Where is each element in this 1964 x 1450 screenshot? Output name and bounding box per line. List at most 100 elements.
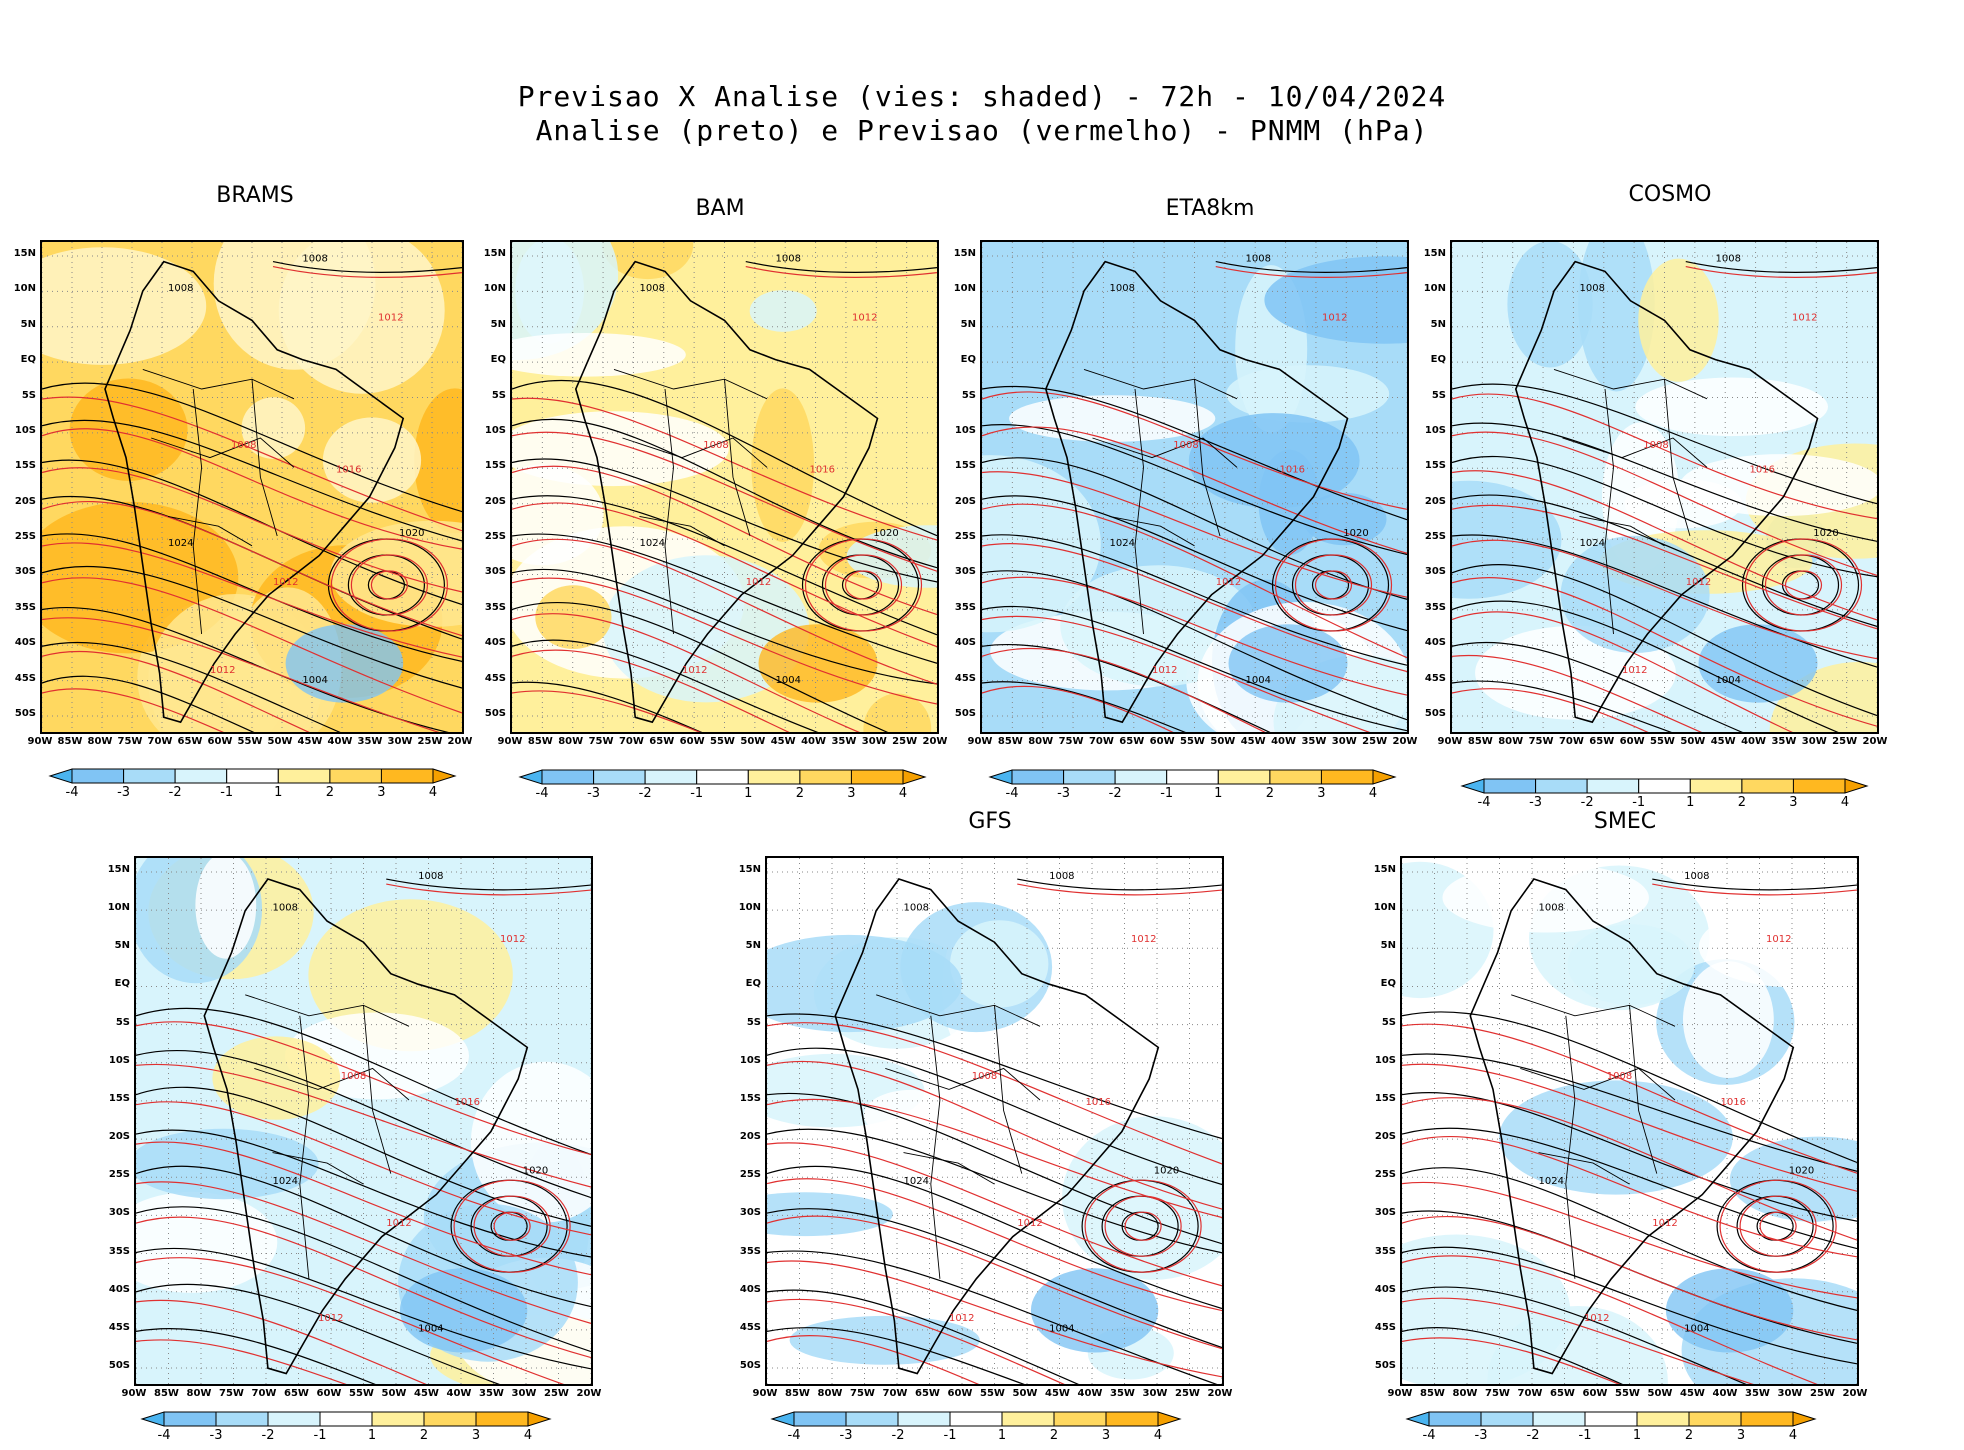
- lat-tick-label: 30S: [739, 1207, 761, 1219]
- lat-tick-label: 40S: [954, 637, 976, 649]
- isobar-value-label: 1008: [302, 254, 327, 265]
- forecast-isobar: [767, 1298, 1065, 1384]
- isobar-value-label: 1008: [1684, 871, 1709, 882]
- lon-tick-label: 85W: [785, 1388, 810, 1399]
- lon-tick-label: 65W: [915, 1388, 940, 1399]
- colorbar-label: 2: [795, 786, 804, 801]
- isobar-value-label: 1008: [1607, 1071, 1632, 1082]
- country-border: [1565, 1015, 1576, 1279]
- lat-tick-label: 15S: [954, 460, 976, 472]
- analysis-isobar: [386, 878, 591, 891]
- bias-shading-blob: [1665, 1268, 1794, 1353]
- colorbar-swatch: [1157, 1411, 1182, 1427]
- bias-shading-blob: [285, 624, 404, 703]
- forecast-isobar: [1294, 554, 1373, 616]
- forecast-isobar: [1764, 554, 1843, 616]
- lat-tick-label: 50S: [954, 708, 976, 719]
- lat-tick-label: 30S: [484, 566, 506, 578]
- colorbar-swatch: [226, 768, 279, 784]
- isobar-value-label: 1008: [1539, 903, 1564, 914]
- lon-tick-label: 20W: [576, 1388, 602, 1399]
- lat-tick-label: 15N: [953, 248, 976, 259]
- analysis-isobar: [1452, 680, 1672, 732]
- analysis-isobar: [767, 1165, 1222, 1310]
- bias-colorbar: -4 -3 -2 -1 1 2 3 4: [518, 768, 927, 808]
- analysis-isobar: [136, 1007, 591, 1156]
- lat-tick-label: 5S: [1431, 389, 1446, 401]
- analysis-isobar: [1402, 1286, 1747, 1384]
- lon-tick-label: 40W: [1271, 736, 1297, 747]
- isobar-value-label: 1008: [1643, 440, 1668, 451]
- analysis-isobar: [136, 1050, 591, 1199]
- lon-tick-label: 75W: [588, 736, 614, 747]
- forecast-isobar: [1452, 577, 1877, 727]
- colorbar-swatch: [123, 768, 176, 784]
- colorbar-swatch: [267, 1411, 321, 1427]
- lon-tick-label: 50W: [1210, 736, 1236, 747]
- forecast-isobar: [767, 1335, 980, 1384]
- colorbar-swatch: [747, 769, 801, 785]
- forecast-isobar: [512, 649, 790, 732]
- analysis-isobar: [767, 1250, 1218, 1384]
- lat-tick-label: 35S: [1374, 1245, 1396, 1257]
- lat-tick-label: 25S: [14, 531, 36, 543]
- lat-tick-label: 15S: [1424, 460, 1446, 472]
- forecast-isobar: [1274, 538, 1393, 632]
- isobar-value-label: 1008: [231, 440, 256, 451]
- lat-tick-label: 40S: [14, 637, 36, 649]
- lon-tick-label: 30W: [1777, 1388, 1803, 1399]
- colorbar-label: -3: [1057, 786, 1071, 801]
- forecast-isobar: [512, 431, 937, 572]
- analysis-isobar: [512, 418, 937, 569]
- bias-shading-blob: [470, 1061, 591, 1223]
- isobar-value-label: 1012: [1792, 312, 1817, 323]
- lat-tick-label: 15S: [484, 460, 506, 472]
- bias-shading-blob: [749, 290, 817, 332]
- lat-tick-label: 35S: [14, 601, 36, 613]
- colorbar-swatch: [48, 768, 73, 784]
- lon-tick-label: 50W: [740, 736, 766, 747]
- lon-tick-label: 40W: [1077, 1388, 1103, 1399]
- isobar-value-label: 1012: [500, 934, 525, 945]
- analysis-isobar: [42, 642, 341, 732]
- lon-tick-label: 25W: [544, 1388, 569, 1399]
- lon-tick-label: 55W: [1615, 1388, 1640, 1399]
- forecast-isobar: [982, 685, 1174, 732]
- map-canvas: 1008 1012 1008 1016 1020 1012 1004 1012 1024 1008: [1452, 242, 1877, 732]
- analysis-isobar: [767, 1208, 1222, 1349]
- lat-tick-label: EQ: [745, 978, 761, 990]
- lat-tick-label: 40S: [1424, 637, 1446, 649]
- analysis-isobar: [136, 1086, 591, 1227]
- lon-tick-label: 65W: [649, 736, 675, 747]
- bias-shading-blob: [414, 388, 462, 534]
- lon-tick-label: 65W: [1589, 736, 1615, 747]
- colorbar-swatch: [432, 768, 457, 784]
- bias-shading-blob: [1442, 862, 1649, 933]
- country-border: [1562, 437, 1708, 468]
- isobar-value-label: 1012: [852, 312, 877, 323]
- lat-tick-label: 50S: [14, 708, 36, 719]
- analysis-isobar: [1452, 564, 1877, 717]
- colorbar-label: -4: [535, 786, 549, 801]
- lon-tick-label: 70W: [147, 736, 173, 747]
- isobar-value-label: 1016: [1750, 464, 1775, 475]
- forecast-isobar: [982, 391, 1407, 510]
- lon-tick-label: 65W: [177, 736, 203, 747]
- forecast-isobar: [1784, 570, 1823, 600]
- lat-tick-label: 35S: [108, 1245, 130, 1257]
- isobar-value-label: 1008: [1173, 440, 1198, 451]
- forecast-isobar: [745, 266, 937, 278]
- map-frame: 1008 1012 1008 1016 1020 1012 1004 1012 1024 1008: [980, 240, 1409, 734]
- forecast-isobar: [1402, 1023, 1857, 1174]
- lat-tick-label: 35S: [739, 1245, 761, 1257]
- forecast-isobar: [1452, 688, 1649, 732]
- analysis-isobar: [136, 1328, 376, 1384]
- south-america-coastline: [1044, 260, 1349, 724]
- lat-tick-label: 20S: [14, 495, 36, 507]
- lat-tick-label: EQ: [114, 978, 130, 990]
- lat-tick-label: 10N: [1423, 283, 1446, 295]
- colorbar-label: 2: [325, 785, 334, 800]
- colorbar-label: 3: [377, 785, 386, 800]
- lat-tick-label: 5N: [745, 940, 761, 952]
- colorbar-label: 1: [1214, 786, 1223, 801]
